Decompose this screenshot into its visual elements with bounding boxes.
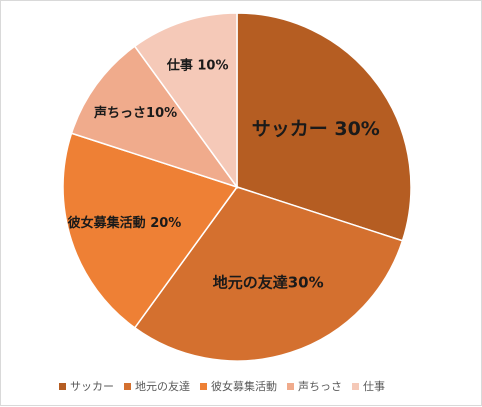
slice-label-1: サッカー 30%: [252, 118, 380, 140]
legend-swatch-3: [200, 383, 207, 390]
slice-labels: サッカー 30% 地元の友達30% 彼女募集活動 20% 声ちっさ10% 仕事 10%: [68, 58, 380, 292]
legend-item-2: 地元の友達: [124, 379, 190, 393]
pie-slice-3: [62, 132, 239, 329]
legend-label-1: サッカー: [70, 380, 114, 393]
slice-label-3: 彼女募集活動 20%: [68, 215, 182, 231]
slice-label-5: 仕事 10%: [166, 58, 229, 74]
legend-label-4: 声ちっさ: [298, 379, 342, 393]
legend-label-2: 地元の友達: [135, 379, 190, 393]
pie-slice-1: [236, 12, 412, 242]
legend: サッカー 地元の友達 彼女募集活動 声ちっさ 仕事: [59, 379, 385, 393]
legend-item-3: 彼女募集活動: [200, 379, 277, 393]
pie-slice-4: [70, 45, 239, 189]
pie-slice-2: [133, 186, 404, 362]
legend-label-3: 彼女募集活動: [211, 379, 277, 393]
legend-swatch-5: [352, 383, 359, 390]
pie-slice-5: [133, 12, 238, 190]
slice-label-2: 地元の友達30%: [213, 274, 324, 292]
legend-item-5: 仕事: [352, 380, 385, 393]
legend-swatch-1: [59, 383, 66, 390]
legend-item-4: 声ちっさ: [287, 379, 342, 393]
pie-slices: [62, 12, 412, 362]
legend-swatch-4: [287, 383, 294, 390]
legend-swatch-2: [124, 383, 131, 390]
slice-label-4: 声ちっさ10%: [93, 105, 177, 121]
legend-label-5: 仕事: [363, 380, 385, 393]
legend-item-1: サッカー: [59, 380, 114, 393]
